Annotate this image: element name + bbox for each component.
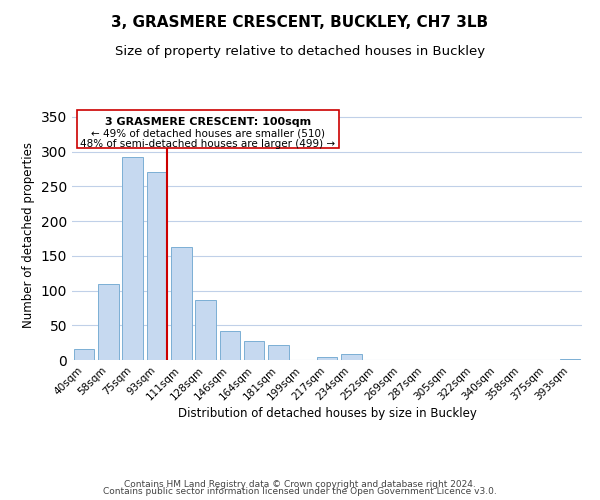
Bar (560, 358, 580, 360)
Text: Size of property relative to detached houses in Buckley: Size of property relative to detached ho… (115, 45, 485, 58)
Bar (268, 344, 289, 360)
Bar (341, 354, 362, 360)
Text: 48% of semi-detached houses are larger (499) →: 48% of semi-detached houses are larger (… (80, 139, 335, 149)
Bar (317, 356, 337, 360)
Bar (244, 340, 265, 360)
Bar (220, 331, 240, 360)
Bar (146, 172, 167, 360)
Text: Contains public sector information licensed under the Open Government Licence v3: Contains public sector information licen… (103, 488, 497, 496)
Bar (171, 247, 191, 360)
Bar (195, 300, 216, 360)
X-axis label: Distribution of detached houses by size in Buckley: Distribution of detached houses by size … (178, 408, 476, 420)
Text: Contains HM Land Registry data © Crown copyright and database right 2024.: Contains HM Land Registry data © Crown c… (124, 480, 476, 489)
Bar (74, 349, 94, 360)
Text: 3, GRASMERE CRESCENT, BUCKLEY, CH7 3LB: 3, GRASMERE CRESCENT, BUCKLEY, CH7 3LB (112, 15, 488, 30)
Text: ← 49% of detached houses are smaller (510): ← 49% of detached houses are smaller (51… (91, 128, 325, 138)
Bar (98, 284, 119, 360)
Y-axis label: Number of detached properties: Number of detached properties (22, 142, 35, 328)
Bar (122, 156, 143, 360)
FancyBboxPatch shape (77, 110, 339, 148)
Text: 3 GRASMERE CRESCENT: 100sqm: 3 GRASMERE CRESCENT: 100sqm (105, 117, 311, 127)
